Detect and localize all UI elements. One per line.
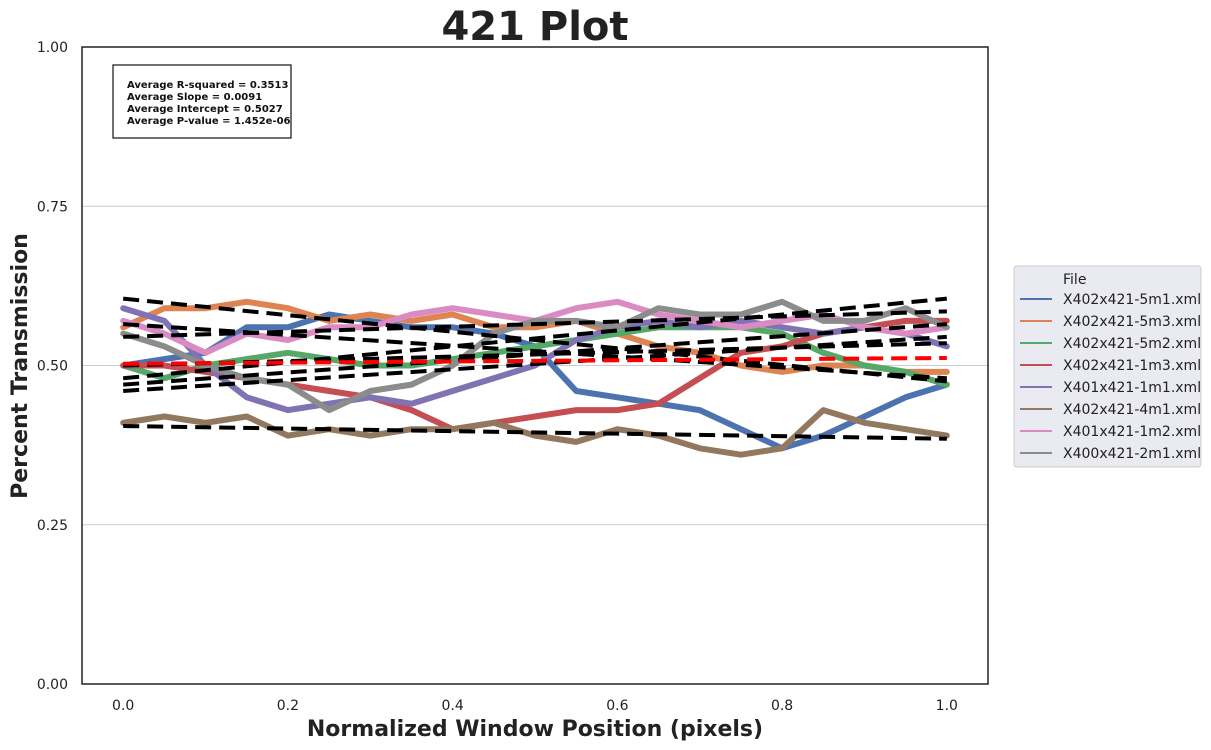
average-fit-line (123, 355, 947, 366)
legend-label-2: X402x421-5m3.xml (1063, 314, 1201, 330)
fit-line-1 (123, 322, 947, 381)
legend-label-1: X402x421-5m1.xml (1063, 292, 1201, 308)
legend-label-7: X401x421-1m2.xml (1063, 424, 1201, 440)
fit-line-8 (122, 296, 948, 381)
x-tick-label: 0.8 (771, 698, 793, 714)
stats-intercept: Average Intercept = 0.5027 (127, 104, 283, 115)
fit-line-7 (123, 309, 947, 339)
legend: File X402x421-5m1.xmlX402x421-5m3.xmlX40… (1013, 265, 1202, 468)
y-tick-label: 0.50 (37, 359, 68, 375)
x-tick-label: 0.4 (442, 698, 464, 714)
y-axis-label: Percent Transmission (8, 233, 33, 499)
chart-title: 421 Plot (441, 4, 628, 50)
legend-label-5: X401x421-1m1.xml (1063, 380, 1201, 396)
stats-p-value: Average P-value = 1.452e-06 (127, 116, 291, 127)
x-tick-label: 0.0 (112, 698, 134, 714)
x-tick-label: 0.2 (277, 698, 299, 714)
tick-labels: 0.0 0.2 0.4 0.6 0.8 1.0 0.00 0.25 0.50 0.75 1.00 (37, 40, 958, 714)
x-tick-label: 0.6 (606, 698, 628, 714)
legend-title: File (1063, 272, 1086, 288)
fit-lines-layer (122, 296, 948, 441)
legend-items: X402x421-5m1.xml X402x421-5m3.xml X402x421… (1020, 292, 1201, 462)
x-tick-label: 1.0 (936, 698, 958, 714)
x-axis-label: Normalized Window Position (pixels) (307, 717, 763, 742)
fit-line-6 (123, 424, 947, 441)
stats-box-frame (112, 64, 292, 139)
legend-frame (1013, 265, 1202, 468)
average-fit-layer (123, 355, 947, 366)
y-tick-label: 0.75 (37, 199, 68, 215)
stats-box: Average R-squared = 0.3513 Average Slope… (112, 64, 292, 139)
fit-line-4 (123, 334, 947, 393)
legend-label-4: X402x421-1m3.xml (1063, 358, 1201, 374)
y-tick-label: 0.25 (37, 518, 68, 534)
stats-slope: Average Slope = 0.0091 (127, 92, 262, 103)
legend-label-6: X402x421-4m1.xml (1063, 402, 1201, 418)
fit-line-5 (123, 322, 947, 387)
stats-r-squared: Average R-squared = 0.3513 (127, 80, 288, 91)
series-line-6 (120, 407, 950, 458)
y-tick-label: 1.00 (37, 40, 68, 56)
legend-label-3: X402x421-5m2.xml (1063, 336, 1201, 352)
plot-area-frame (81, 46, 989, 685)
y-tick-label: 0.00 (37, 677, 68, 693)
legend-label-8: X400x421-2m1.xml (1063, 446, 1201, 462)
